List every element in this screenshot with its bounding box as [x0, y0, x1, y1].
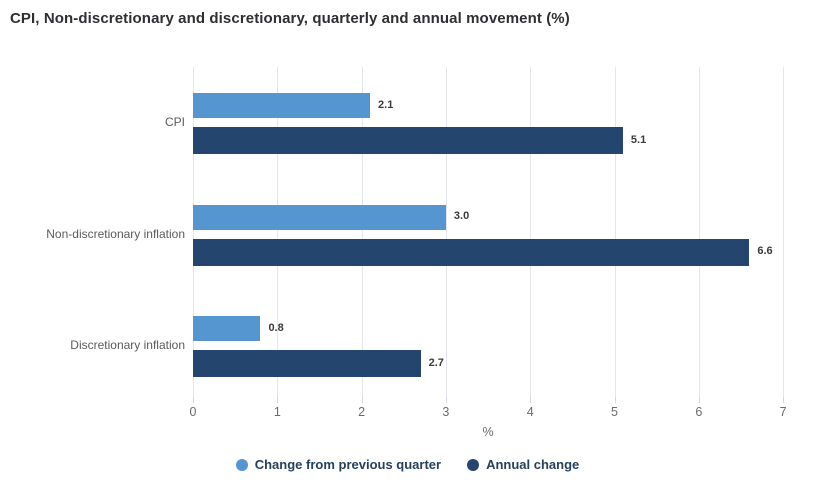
x-axis-tick	[698, 397, 700, 403]
x-axis-tick	[361, 397, 363, 403]
category-label: CPI	[164, 115, 185, 129]
gridline	[614, 67, 616, 397]
gridline	[530, 67, 532, 397]
x-axis-tick-label: 0	[189, 405, 197, 419]
gridline	[361, 67, 363, 397]
bar-value-label: 0.8	[268, 321, 284, 334]
legend-item-quarterly[interactable]: Change from previous quarter	[235, 457, 442, 472]
x-axis-tick	[530, 397, 532, 403]
bar-quarterly[interactable]	[193, 93, 371, 118]
x-axis-title: %	[482, 425, 494, 439]
legend-label: Change from previous quarter	[254, 457, 442, 472]
legend-swatch-icon	[235, 458, 248, 471]
bar-value-label: 5.1	[630, 133, 647, 146]
gridline	[193, 67, 194, 397]
x-axis-tick-label: 2	[358, 405, 366, 419]
gridline	[698, 67, 700, 397]
x-axis-tick-label: 7	[779, 405, 787, 419]
x-axis-tick	[445, 397, 447, 403]
x-axis-tick-label: 6	[695, 405, 703, 419]
x-axis-tick-label: 5	[611, 405, 618, 419]
bar-annual[interactable]	[193, 350, 421, 377]
x-axis-tick-label: 1	[273, 405, 281, 419]
chart-title: CPI, Non-discretionary and discretionary…	[10, 10, 570, 27]
legend-swatch-icon	[467, 458, 480, 471]
bar-annual[interactable]	[193, 238, 750, 266]
x-axis-tick-label: 4	[526, 405, 534, 419]
x-axis-tick-label: 3	[442, 405, 450, 419]
legend-label: Annual change	[486, 457, 580, 472]
bar-value-label: 6.6	[757, 245, 773, 257]
x-axis-tick	[614, 397, 616, 403]
gridline	[445, 67, 447, 397]
gridline	[277, 67, 279, 397]
category-label: Discretionary inflation	[70, 338, 185, 352]
category-label: Non-discretionary inflation	[46, 226, 185, 241]
bar-value-label: 2.7	[428, 356, 444, 369]
chart-legend: Change from previous quarter Annual chang…	[0, 457, 815, 472]
gridline	[783, 67, 785, 397]
x-axis-tick	[277, 397, 279, 403]
bar-quarterly[interactable]	[193, 316, 261, 341]
bar-quarterly[interactable]	[193, 204, 446, 230]
bar-annual[interactable]	[193, 127, 623, 154]
x-axis-tick	[783, 397, 785, 403]
x-axis-tick	[193, 397, 194, 403]
bar-value-label: 2.1	[378, 98, 394, 111]
legend-item-annual[interactable]: Annual change	[467, 457, 579, 472]
bar-value-label: 3.0	[453, 210, 470, 222]
